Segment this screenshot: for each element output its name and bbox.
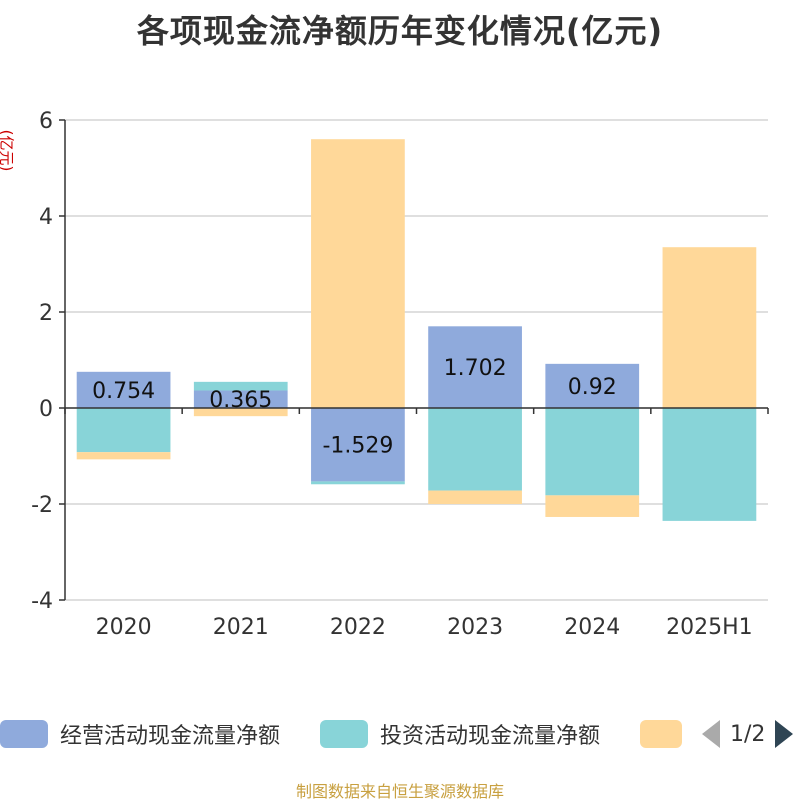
bar-2025h1-series-1: [663, 408, 757, 521]
legend-item-investing[interactable]: 投资活动现金流量净额: [320, 716, 600, 752]
legend-swatch-investing: [320, 720, 368, 748]
x-tick-label-2020: 2020: [96, 615, 152, 640]
bar-2025h1-series-2: [663, 247, 757, 408]
legend-item-operating[interactable]: 经营活动现金流量净额: [0, 716, 280, 752]
legend-page-indicator: 1/2: [730, 722, 765, 747]
bar-2024-series-1: [545, 408, 639, 495]
y-tick-label-2: 0: [39, 397, 53, 422]
bar-2020-series-1: [77, 408, 171, 452]
x-tick-label-2024: 2024: [564, 615, 620, 640]
bar-2020-series-2: [77, 452, 171, 459]
x-tick-label-2025h1: 2025H1: [666, 615, 753, 640]
y-tick-label-3: 2: [39, 301, 53, 326]
y-tick-label-4: 4: [39, 205, 53, 230]
x-tick-label-2023: 2023: [447, 615, 503, 640]
bar-2024-series-2: [545, 495, 639, 517]
legend-prev-page-icon[interactable]: [702, 720, 720, 748]
legend-pager: 1/2: [702, 716, 793, 752]
legend-label-operating: 经营活动现金流量净额: [60, 718, 280, 750]
y-tick-label-0: -4: [31, 589, 53, 614]
data-label-2020: 0.754: [92, 379, 155, 404]
bar-2022-series-1: [311, 481, 405, 484]
bar-2023-series-2: [428, 491, 522, 504]
legend-item-third[interactable]: [640, 716, 682, 752]
x-tick-label-2021: 2021: [213, 615, 269, 640]
legend-swatch-operating: [0, 720, 48, 748]
data-label-2021: 0.365: [209, 388, 272, 413]
data-label-2022: -1.529: [322, 434, 393, 459]
y-tick-label-1: -2: [31, 493, 53, 518]
legend-label-investing: 投资活动现金流量净额: [380, 718, 600, 750]
cash-flow-chart: -4 -2 0 2 4 6 0.754 0.365 -1.529 1.702 0.92 2020 202…: [0, 0, 800, 680]
x-tick-label-2022: 2022: [330, 615, 386, 640]
data-source-note: 制图数据来自恒生聚源数据库: [0, 778, 800, 802]
data-label-2023: 1.702: [444, 356, 507, 381]
legend-next-page-icon[interactable]: [775, 720, 793, 748]
bar-2022-series-2: [311, 139, 405, 408]
legend-swatch-third: [640, 720, 682, 748]
data-label-2024: 0.92: [568, 375, 617, 400]
y-tick-label-5: 6: [39, 109, 53, 134]
bar-2023-series-1: [428, 408, 522, 491]
legend: 经营活动现金流量净额 投资活动现金流量净额 1/2: [0, 716, 800, 752]
